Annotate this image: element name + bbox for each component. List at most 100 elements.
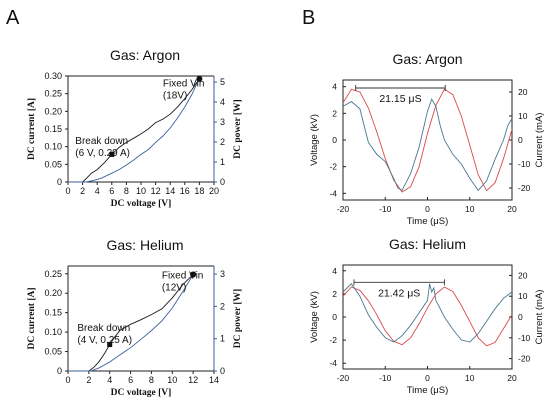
x-tick-label: 0 bbox=[425, 204, 430, 214]
chart-title: Gas: Helium bbox=[106, 237, 183, 253]
x-tick-label: 16 bbox=[180, 186, 190, 196]
y2-tick-label: 5 bbox=[220, 77, 225, 87]
x-tick-label: 10 bbox=[465, 204, 475, 214]
y2-tick-label: -20 bbox=[518, 183, 531, 193]
y-axis-label: DC current [A] bbox=[27, 98, 37, 160]
series-line-left bbox=[342, 88, 513, 193]
x-tick-label: 10 bbox=[167, 375, 177, 385]
y2-tick-label: 0 bbox=[220, 177, 225, 187]
series-line-right bbox=[68, 77, 200, 183]
annotation-text: Fixed Vin bbox=[162, 270, 204, 281]
y2-tick-label: 0 bbox=[518, 312, 523, 322]
y2-axis-label: Current (mA) bbox=[534, 113, 545, 168]
y-axis-label: Voltage (kV) bbox=[309, 114, 320, 166]
chart-b-argon: Gas: Argon-20 -10 0 10 20-4-2024-20-1001020T… bbox=[309, 51, 545, 227]
y-tick-label: 0.25 bbox=[44, 269, 62, 279]
y-tick-label: 0.20 bbox=[44, 288, 62, 298]
x-tick-label: 0 bbox=[65, 375, 70, 385]
y-tick-label: 0.30 bbox=[44, 71, 62, 81]
annotation-text: (12V) bbox=[162, 282, 186, 293]
x-axis-label: Time (μS) bbox=[407, 385, 449, 396]
y2-axis-label: DC power [W] bbox=[233, 289, 243, 348]
y2-tick-label: -20 bbox=[518, 354, 531, 364]
period-label: 21.42 μS bbox=[378, 287, 420, 299]
plot-frame bbox=[342, 264, 513, 370]
breakdown-marker bbox=[107, 342, 113, 348]
annotation-text: Fixed Vin bbox=[163, 79, 205, 90]
annotation-text: (18V) bbox=[163, 91, 187, 102]
series-line-right bbox=[342, 98, 513, 192]
annotation-text: (6 V, 0.29 A) bbox=[75, 148, 130, 159]
y2-tick-label: 1 bbox=[220, 334, 225, 344]
x-tick-label: 10 bbox=[465, 373, 475, 383]
x-tick-label: 8 bbox=[149, 375, 154, 385]
breakdown-marker bbox=[109, 151, 115, 157]
y-tick-label: 2 bbox=[332, 289, 337, 299]
x-tick-label: 6 bbox=[128, 375, 133, 385]
y2-tick-label: -10 bbox=[518, 333, 531, 343]
y-tick-label: 4 bbox=[332, 82, 337, 92]
panel-letter-b: B bbox=[302, 7, 315, 29]
x-tick-label: 14 bbox=[209, 375, 219, 385]
x-tick-label: -20 bbox=[337, 204, 350, 214]
x-tick-label: 2 bbox=[80, 186, 85, 196]
y-tick-label: 0.10 bbox=[44, 142, 62, 152]
y2-tick-label: 0 bbox=[518, 135, 523, 145]
y2-tick-label: 3 bbox=[220, 269, 225, 279]
chart-b-helium: Gas: Helium-20 -10 0 10 20-4-2024-20-1001020… bbox=[309, 236, 545, 396]
y-tick-label: 0.05 bbox=[44, 159, 62, 169]
y2-tick-label: 0 bbox=[220, 366, 225, 376]
annotation-text: (4 V, 0.25 A) bbox=[77, 335, 132, 346]
y-tick-label: 0 bbox=[57, 366, 62, 376]
plot-frame bbox=[342, 79, 513, 201]
series-line-right bbox=[342, 283, 513, 343]
y2-tick-label: 4 bbox=[220, 97, 225, 107]
chart-title: Gas: Argon bbox=[110, 47, 180, 63]
y2-tick-label: 1 bbox=[220, 157, 225, 167]
y-tick-label: 0.10 bbox=[44, 327, 62, 337]
x-tick-label: 4 bbox=[107, 375, 112, 385]
x-tick-label: 20 bbox=[209, 186, 219, 196]
x-axis-label: DC voltage [V] bbox=[111, 199, 172, 209]
series-line-right bbox=[68, 274, 194, 372]
y2-tick-label: -10 bbox=[518, 159, 531, 169]
period-label: 21.15 μS bbox=[379, 93, 421, 105]
y2-tick-label: 20 bbox=[518, 270, 528, 280]
chart-title: Gas: Helium bbox=[389, 236, 466, 252]
y-tick-label: 2 bbox=[332, 108, 337, 118]
series-line-left bbox=[68, 274, 194, 372]
y-tick-label: -2 bbox=[329, 335, 337, 345]
x-tick-label: -20 bbox=[337, 373, 350, 383]
y-tick-label: 0.25 bbox=[44, 89, 62, 99]
x-tick-label: 6 bbox=[109, 186, 114, 196]
y-tick-label: 0 bbox=[332, 312, 337, 322]
y-axis-label: Voltage (kV) bbox=[309, 291, 320, 343]
x-tick-label: 10 bbox=[136, 186, 146, 196]
y-tick-label: -4 bbox=[329, 358, 337, 368]
fixed-vin-marker bbox=[190, 271, 197, 278]
y2-tick-label: 10 bbox=[518, 111, 528, 121]
x-tick-label: 18 bbox=[194, 186, 204, 196]
fixed-vin-marker bbox=[196, 75, 203, 82]
series-line-left bbox=[68, 78, 200, 183]
y-tick-label: 0.15 bbox=[44, 124, 62, 134]
x-axis-label: DC voltage [V] bbox=[111, 388, 172, 398]
y2-tick-label: 2 bbox=[220, 137, 225, 147]
x-tick-label: 4 bbox=[95, 186, 100, 196]
y-tick-label: 0.20 bbox=[44, 106, 62, 116]
x-tick-label: 20 bbox=[507, 373, 517, 383]
y-tick-label: 0 bbox=[332, 135, 337, 145]
annotation-text: Break down bbox=[75, 136, 128, 147]
x-tick-label: 8 bbox=[124, 186, 129, 196]
x-tick-label: 2 bbox=[86, 375, 91, 385]
y2-axis-label: Current (mA) bbox=[534, 290, 545, 345]
y2-tick-label: 10 bbox=[518, 291, 528, 301]
y-tick-label: 0.15 bbox=[44, 308, 62, 318]
chart-title: Gas: Argon bbox=[392, 51, 462, 67]
y2-axis-label: DC power [W] bbox=[233, 99, 243, 158]
y2-tick-label: 2 bbox=[220, 301, 225, 311]
y-axis-label: DC current [A] bbox=[27, 287, 37, 349]
x-tick-label: 12 bbox=[151, 186, 161, 196]
